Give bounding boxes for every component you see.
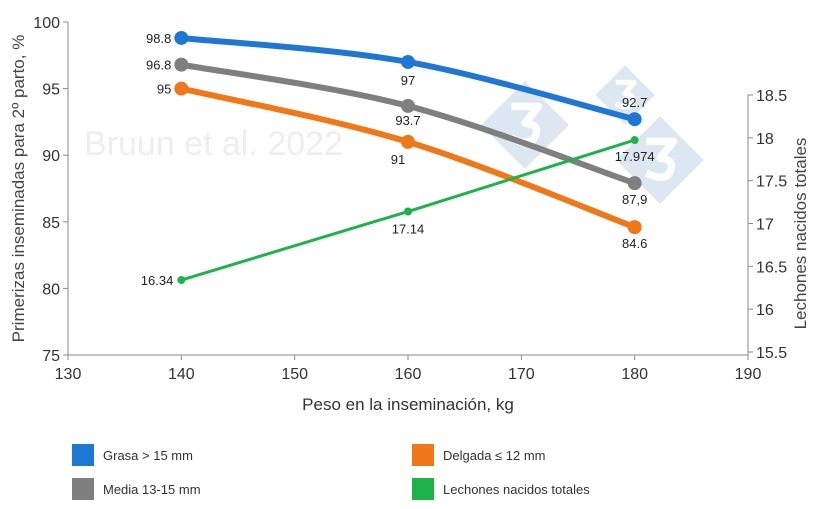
data-label: 17.974: [615, 149, 655, 164]
legend-item-media: Media 13-15 mm: [72, 478, 201, 500]
data-point: [401, 54, 415, 69]
x-tick-label: 140: [168, 366, 195, 383]
y2-tick-label: 17: [756, 217, 774, 234]
data-point: [401, 98, 415, 113]
data-label: 16.34: [141, 273, 174, 288]
x-tick-label: 180: [621, 366, 648, 383]
data-label: 17.14: [392, 222, 425, 237]
data-point: [401, 134, 415, 149]
y-tick-label: 85: [42, 215, 60, 232]
data-label: 97: [401, 73, 415, 88]
x-tick-label: 150: [281, 366, 308, 383]
x-tick-label: 130: [55, 366, 82, 383]
data-label: 92.7: [622, 95, 647, 110]
data-label: 87,9: [622, 192, 647, 207]
logo-digit-shape: [644, 137, 678, 181]
y2-tick-label: 15.5: [756, 345, 787, 362]
legend-label: Grasa > 15 mm: [103, 447, 193, 463]
legend-label: Delgada ≤ 12 mm: [443, 447, 546, 463]
legend-item-lechones: Lechones nacidos totales: [412, 478, 590, 500]
legend-swatch: [412, 444, 434, 466]
data-point: [404, 207, 412, 216]
y2-axis-title: Lechones nacidos totales: [791, 138, 810, 330]
legend-label: Lechones nacidos totales: [443, 481, 590, 497]
x-tick-label: 160: [395, 366, 422, 383]
y2-tick-label: 16: [756, 302, 774, 319]
data-point: [177, 276, 186, 285]
data-point: [627, 112, 642, 127]
data-point: [174, 57, 189, 72]
data-point: [174, 81, 189, 96]
y2-tick-label: 16.5: [756, 259, 787, 276]
data-label: 84.6: [622, 236, 647, 251]
x-axis-title: Peso en la inseminación, kg: [302, 395, 514, 414]
data-label: 95: [157, 82, 171, 97]
legend-swatch: [72, 444, 94, 466]
data-label: 96.8: [146, 58, 171, 73]
line-chart: Bruun et al. 2022 130 140 150 160 170 180 190 75…: [9, 15, 810, 414]
data-point: [174, 30, 189, 45]
data-point: [627, 220, 642, 235]
y-axis-title: Primerizas inseminadas para 2º parto, %: [9, 35, 28, 343]
y2-tick-label: 18.5: [756, 88, 787, 105]
data-label: 98.8: [146, 31, 171, 46]
x-tick-label: 170: [508, 366, 535, 383]
legend-swatch: [72, 478, 94, 500]
legend-item-delgada: Delgada ≤ 12 mm: [412, 444, 546, 466]
legend-label: Media 13-15 mm: [103, 481, 201, 497]
y-tick-label: 75: [42, 348, 60, 365]
y-tick-label: 80: [42, 281, 60, 298]
legend-item-grasa: Grasa > 15 mm: [72, 444, 193, 466]
y2-tick-label: 17.5: [756, 174, 787, 191]
data-point: [630, 136, 639, 145]
data-point: [627, 176, 642, 191]
x-tick-label: 190: [735, 366, 762, 383]
watermark-text: Bruun et al. 2022: [84, 125, 343, 163]
y-tick-label: 95: [42, 82, 60, 99]
logo-digit-shape: [614, 79, 637, 110]
y2-tick-label: 18: [756, 131, 774, 148]
y-tick-label: 90: [42, 148, 60, 165]
legend-swatch: [412, 478, 434, 500]
data-label: 93.7: [395, 113, 420, 128]
y-tick-label: 100: [33, 15, 60, 32]
data-label: 91: [391, 152, 405, 167]
